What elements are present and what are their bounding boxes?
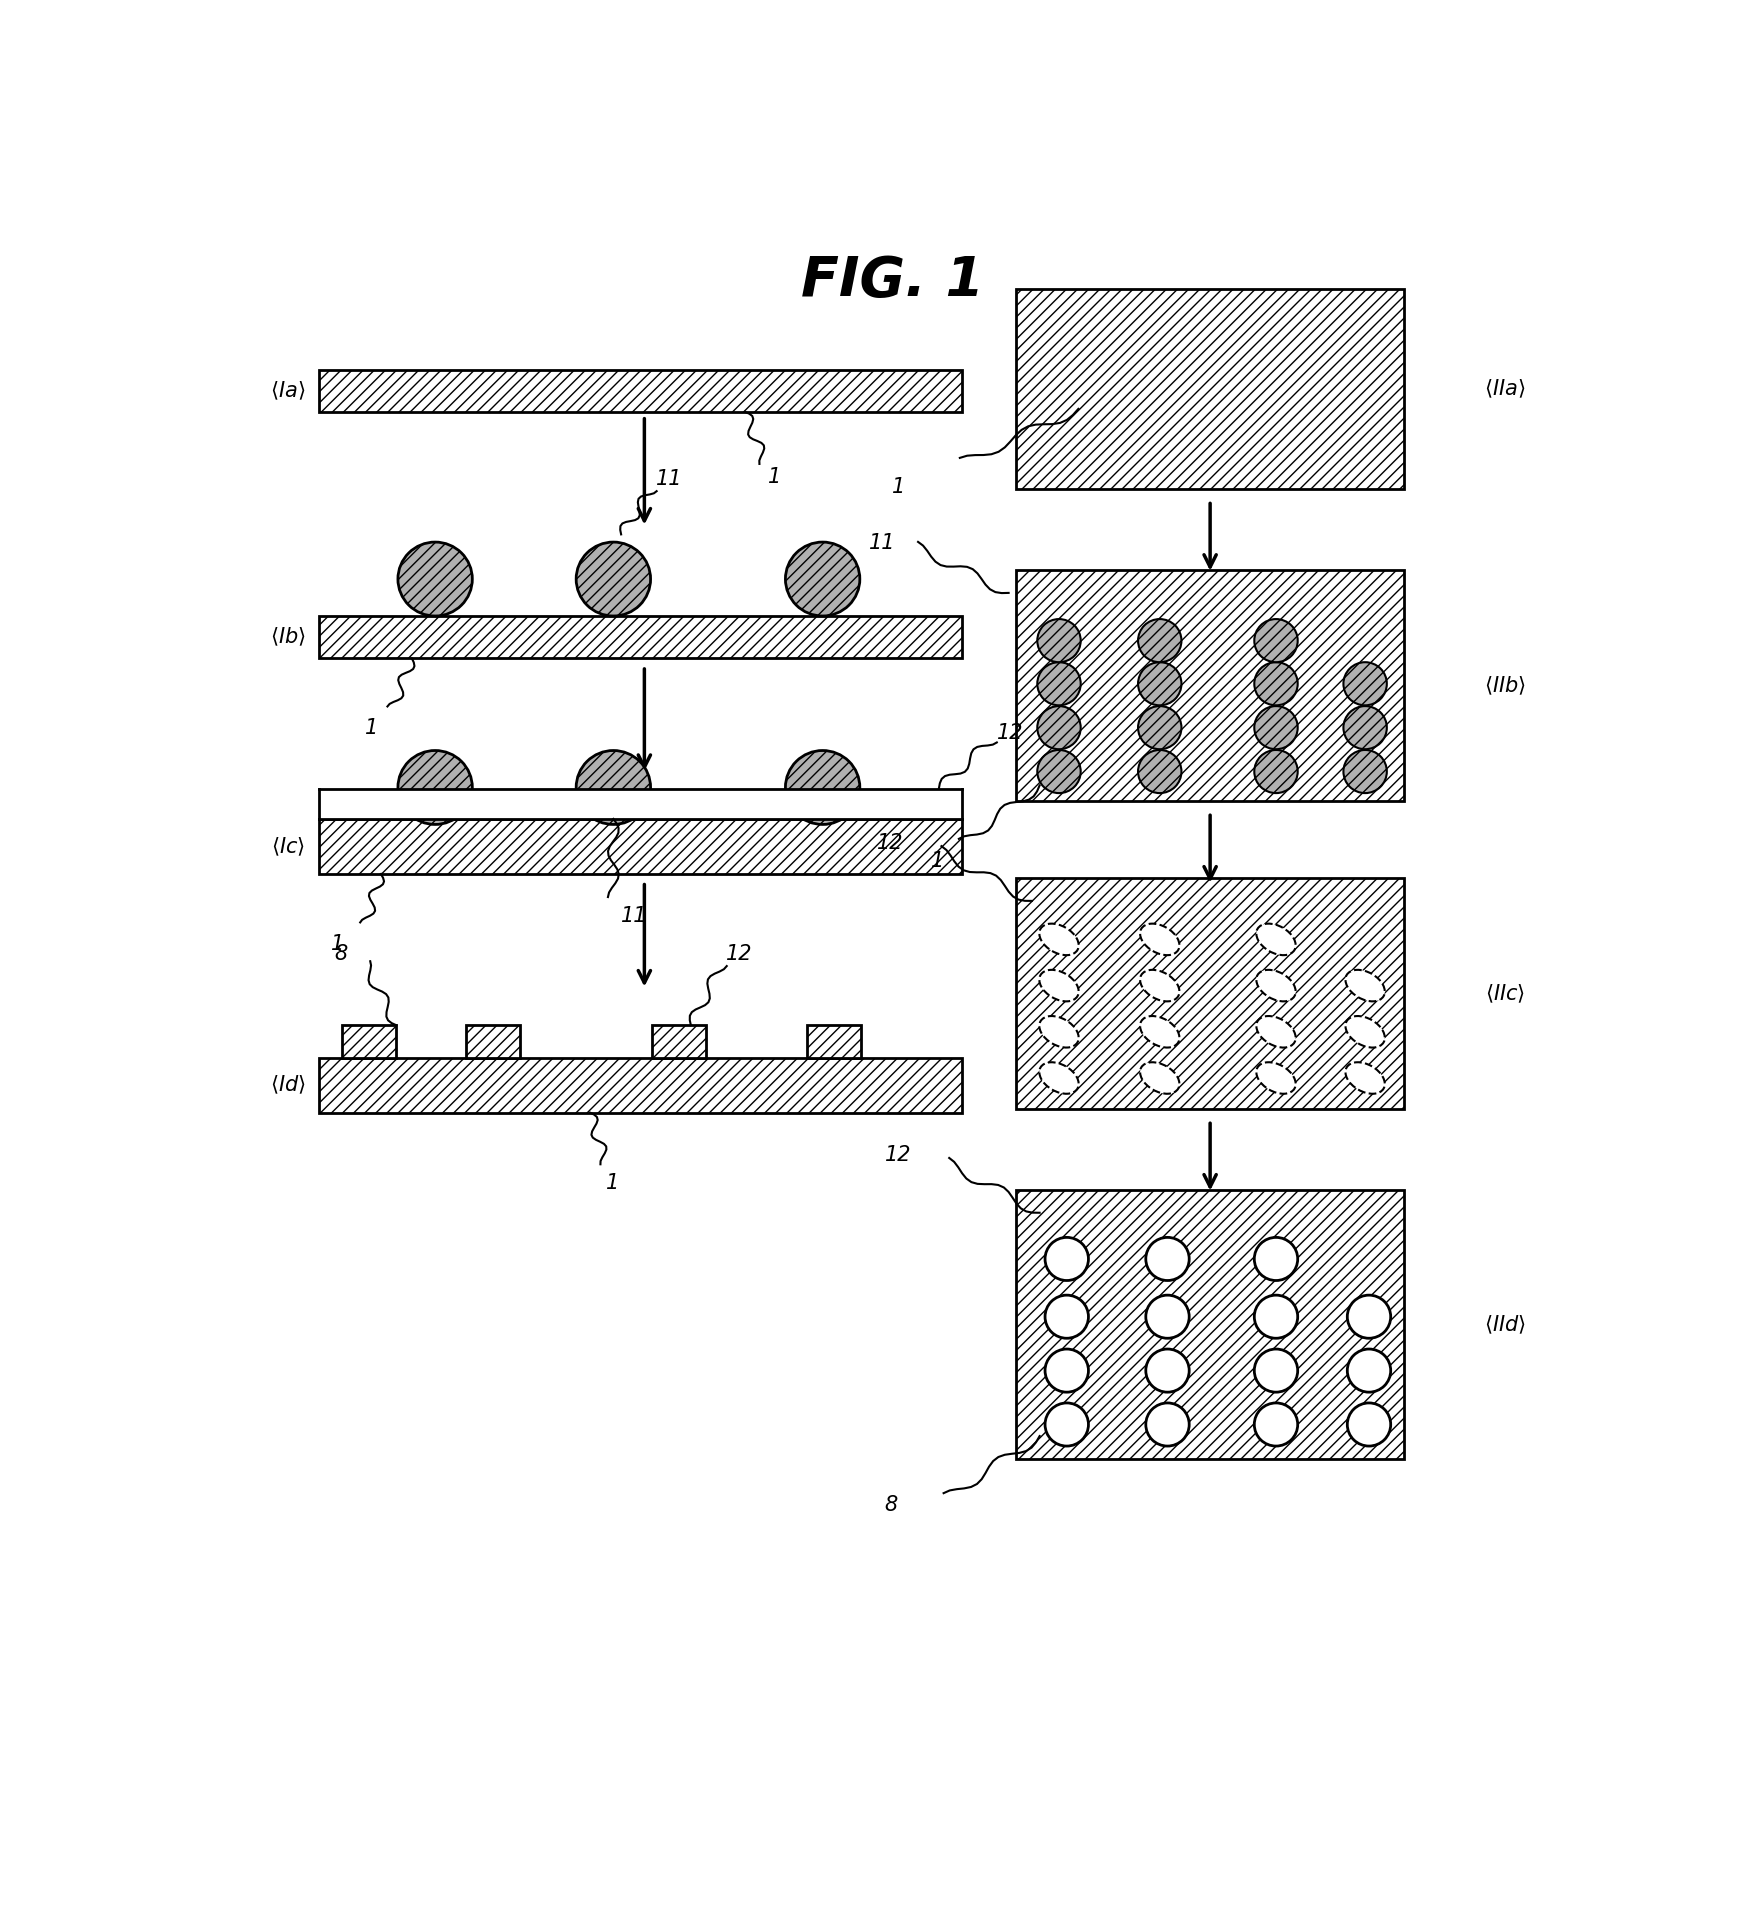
Circle shape: [1255, 751, 1298, 793]
Ellipse shape: [1345, 1016, 1386, 1047]
Circle shape: [1255, 1349, 1298, 1392]
Ellipse shape: [1040, 1063, 1078, 1093]
Text: FIG. 1: FIG. 1: [801, 254, 984, 308]
Ellipse shape: [1139, 1063, 1180, 1093]
Bar: [1016, 1190, 1405, 1459]
Text: 11: 11: [621, 907, 647, 926]
Text: 1: 1: [892, 477, 906, 497]
Circle shape: [1347, 1296, 1391, 1338]
Circle shape: [1146, 1349, 1188, 1392]
Circle shape: [1255, 1296, 1298, 1338]
Text: $\langle Ia \rangle$: $\langle Ia \rangle$: [270, 379, 305, 402]
Text: 12: 12: [885, 1145, 911, 1165]
Ellipse shape: [1256, 924, 1297, 955]
Circle shape: [576, 751, 651, 824]
Bar: [1016, 878, 1405, 1109]
Bar: [1016, 570, 1405, 801]
Circle shape: [398, 751, 473, 824]
Circle shape: [1037, 662, 1080, 705]
Circle shape: [398, 543, 473, 616]
Circle shape: [1138, 751, 1181, 793]
Circle shape: [1045, 1403, 1089, 1446]
Bar: [319, 370, 961, 412]
Circle shape: [576, 543, 651, 616]
Text: $\langle Ic \rangle$: $\langle Ic \rangle$: [270, 835, 305, 859]
Ellipse shape: [1256, 1063, 1297, 1093]
Circle shape: [1344, 706, 1387, 749]
Text: 11: 11: [656, 470, 682, 489]
Circle shape: [1138, 662, 1181, 705]
Circle shape: [1344, 751, 1387, 793]
Circle shape: [785, 751, 860, 824]
Text: 1: 1: [365, 718, 379, 739]
Circle shape: [1045, 1349, 1089, 1392]
Bar: [1016, 289, 1405, 489]
Ellipse shape: [1139, 970, 1180, 1001]
Ellipse shape: [1040, 970, 1078, 1001]
Bar: [466, 1026, 520, 1057]
Circle shape: [1037, 620, 1080, 662]
Circle shape: [1045, 1238, 1089, 1280]
Text: $\langle IIc \rangle$: $\langle IIc \rangle$: [1485, 982, 1525, 1005]
Bar: [808, 1026, 862, 1057]
Text: 1: 1: [932, 851, 944, 870]
Circle shape: [1347, 1349, 1391, 1392]
Ellipse shape: [1040, 1016, 1078, 1047]
Circle shape: [1255, 706, 1298, 749]
Text: 1: 1: [330, 934, 344, 955]
Bar: [342, 1026, 396, 1057]
Text: 12: 12: [996, 724, 1024, 743]
Circle shape: [1138, 620, 1181, 662]
Circle shape: [1347, 1403, 1391, 1446]
Circle shape: [1146, 1403, 1188, 1446]
Ellipse shape: [1256, 970, 1297, 1001]
Circle shape: [1045, 1296, 1089, 1338]
Ellipse shape: [1345, 970, 1386, 1001]
Bar: [653, 1026, 707, 1057]
Circle shape: [1255, 662, 1298, 705]
Ellipse shape: [1345, 1063, 1386, 1093]
Ellipse shape: [1040, 924, 1078, 955]
Circle shape: [1037, 751, 1080, 793]
Text: 8: 8: [885, 1496, 899, 1515]
Ellipse shape: [1256, 1016, 1297, 1047]
Text: 11: 11: [869, 533, 895, 552]
Text: 1: 1: [606, 1172, 619, 1194]
Bar: [319, 789, 961, 818]
Circle shape: [1255, 1403, 1298, 1446]
Circle shape: [1037, 706, 1080, 749]
Text: 8: 8: [335, 945, 347, 964]
Text: $\langle Id \rangle$: $\langle Id \rangle$: [270, 1074, 305, 1097]
Text: $\langle IIa \rangle$: $\langle IIa \rangle$: [1483, 377, 1525, 400]
Ellipse shape: [1139, 1016, 1180, 1047]
Text: $\langle Ib \rangle$: $\langle Ib \rangle$: [270, 626, 305, 649]
Circle shape: [1146, 1296, 1188, 1338]
Circle shape: [1255, 620, 1298, 662]
Text: 12: 12: [726, 945, 752, 964]
Text: 1: 1: [768, 468, 782, 487]
Circle shape: [1255, 1238, 1298, 1280]
Circle shape: [1344, 662, 1387, 705]
Ellipse shape: [1139, 924, 1180, 955]
Bar: [319, 1057, 961, 1113]
Circle shape: [1146, 1238, 1188, 1280]
Bar: [319, 616, 961, 658]
Text: $\langle IIb \rangle$: $\langle IIb \rangle$: [1483, 674, 1525, 697]
Bar: [319, 818, 961, 874]
Circle shape: [785, 543, 860, 616]
Text: $\langle IId \rangle$: $\langle IId \rangle$: [1483, 1313, 1525, 1336]
Circle shape: [1138, 706, 1181, 749]
Text: 12: 12: [878, 834, 904, 853]
